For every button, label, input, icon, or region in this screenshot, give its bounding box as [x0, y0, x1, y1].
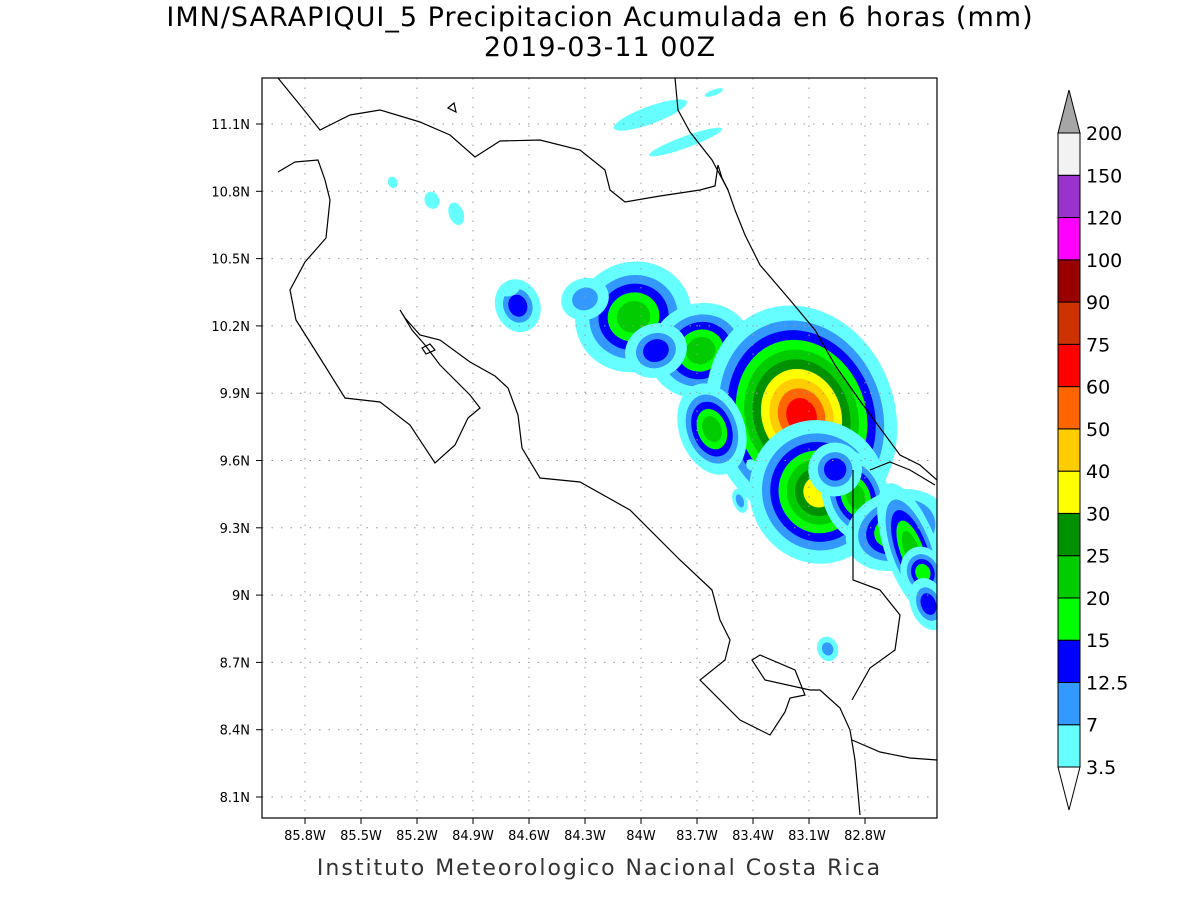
precip-contour — [702, 416, 722, 443]
lat-tick-label: 8.7N — [220, 656, 250, 671]
colorbar-label: 20 — [1086, 588, 1110, 610]
colorbar-label: 7 — [1086, 715, 1098, 737]
lat-tick-label: 9.6N — [220, 455, 250, 470]
lat-tick-label: 9.9N — [220, 387, 250, 402]
precip-contour — [387, 176, 398, 189]
colorbar-under-arrow — [1057, 766, 1081, 811]
colorbar-label: 40 — [1086, 461, 1110, 483]
precip-contour — [823, 458, 847, 481]
colorbar-swatch — [1057, 301, 1081, 345]
colorbar-label: 75 — [1086, 334, 1110, 356]
colorbar-swatch — [1057, 555, 1081, 599]
precip-contour — [735, 494, 745, 508]
lat-tick-label: 8.4N — [220, 724, 250, 739]
precip-contour — [572, 287, 598, 311]
lon-tick-label: 85.2W — [396, 829, 438, 844]
precip-contour — [448, 202, 465, 225]
map-title: IMN/SARAPIQUI_5 Precipitacion Acumulada … — [166, 2, 1034, 33]
precip-contour — [500, 283, 520, 297]
precip-contour — [649, 127, 723, 157]
coastlines — [277, 78, 937, 816]
panama-pacific-coast — [851, 739, 937, 761]
pacific-coast — [277, 159, 861, 816]
lat-tick-label: 10.5N — [211, 253, 250, 268]
axis-labels: 85.8W 85.5W 85.2W 84.9W 84.6W 84.3W 84W 83.7W 83… — [211, 118, 886, 844]
precip-contour — [424, 191, 440, 209]
colorbar-swatch — [1057, 512, 1081, 557]
map-valid-time: 2019-03-11 00Z — [483, 32, 717, 63]
lon-tick-label: 83.4W — [732, 829, 774, 844]
lon-tick-label: 82.8W — [844, 829, 886, 844]
nicaragua-border — [277, 78, 729, 203]
lon-tick-label: 85.8W — [284, 829, 326, 844]
map-frame — [261, 77, 938, 819]
colorbar-label: 100 — [1086, 250, 1122, 272]
lon-tick-label: 83.7W — [676, 829, 718, 844]
panama-border — [851, 470, 901, 701]
colorbar-label: 90 — [1086, 292, 1110, 314]
colorbar-swatch — [1057, 132, 1081, 176]
colorbar-swatch — [1057, 386, 1081, 430]
colorbar: 3.5 7 12.5 15 20 25 30 40 50 60 75 90 100 120 150 200 — [1057, 89, 1128, 811]
lat-tick-label: 10.8N — [211, 185, 250, 200]
precip-contour — [643, 339, 669, 363]
colorbar-label: 50 — [1086, 419, 1110, 441]
lon-tick-label: 83.1W — [788, 829, 830, 844]
colorbar-swatch — [1057, 597, 1081, 641]
lon-tick-label: 85.5W — [340, 829, 382, 844]
colorbar-swatch — [1057, 259, 1081, 303]
colorbar-over-arrow — [1057, 89, 1081, 134]
footer-credit: Instituto Meteorologico Nacional Costa R… — [316, 856, 883, 881]
lat-tick-label: 11.1N — [211, 118, 250, 133]
colorbar-swatch — [1057, 470, 1081, 514]
lon-tick-label: 84W — [626, 829, 656, 844]
colorbar-swatch — [1057, 343, 1081, 388]
colorbar-swatch — [1057, 217, 1081, 261]
lon-tick-label: 84.3W — [564, 829, 606, 844]
colorbar-label: 150 — [1086, 165, 1122, 187]
colorbar-label: 15 — [1086, 630, 1110, 652]
colorbar-swatch — [1057, 174, 1081, 219]
precip-contour — [821, 642, 834, 656]
colorbar-swatch — [1057, 428, 1081, 472]
precip-contour — [746, 459, 757, 471]
colorbar-label: 12.5 — [1086, 672, 1128, 694]
precip-contour — [704, 88, 723, 97]
colorbar-label: 120 — [1086, 208, 1122, 230]
colorbar-swatch — [1057, 639, 1081, 683]
lat-tick-label: 9.3N — [220, 522, 250, 537]
precip-contour — [613, 99, 687, 131]
precip-contour — [920, 593, 937, 615]
precipitation-field — [387, 88, 937, 662]
colorbar-label: 25 — [1086, 546, 1110, 568]
precip-contour — [915, 563, 931, 582]
island — [446, 101, 457, 114]
lon-tick-label: 84.6W — [508, 829, 550, 844]
colorbar-label: 200 — [1086, 123, 1122, 145]
precip-contour — [685, 336, 716, 365]
panama-coast — [869, 461, 936, 486]
colorbar-swatch — [1057, 681, 1081, 726]
colorbar-swatch — [1057, 724, 1081, 768]
nicoya-island — [421, 343, 436, 355]
colorbar-label: 60 — [1086, 377, 1110, 399]
lat-tick-label: 8.1N — [220, 791, 250, 806]
lat-tick-label: 9N — [232, 589, 250, 604]
precip-contour — [508, 294, 528, 317]
lat-tick-label: 10.2N — [211, 320, 250, 335]
caribbean-coast — [674, 78, 937, 481]
precip-contour — [616, 301, 651, 333]
lon-tick-label: 84.9W — [452, 829, 494, 844]
colorbar-label: 30 — [1086, 503, 1110, 525]
colorbar-label: 3.5 — [1086, 757, 1116, 779]
